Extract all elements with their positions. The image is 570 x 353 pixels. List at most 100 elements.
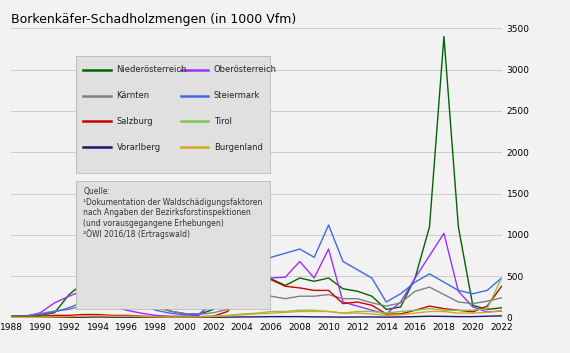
Salzburg: [311, 288, 317, 293]
Oberösterreich: [469, 305, 476, 309]
Text: Vorarlberg: Vorarlberg: [116, 143, 161, 152]
Tirol: [296, 308, 303, 312]
Vorarlberg: [426, 314, 433, 318]
Oberösterreich: [383, 312, 390, 316]
Vorarlberg: [152, 315, 159, 319]
Niederösterreich: [441, 34, 447, 38]
Vorarlberg: [80, 315, 87, 319]
Vorarlberg: [455, 315, 462, 319]
Salzburg: [181, 315, 188, 319]
Oberösterreich: [37, 311, 44, 315]
Oberösterreich: [123, 308, 130, 312]
Vorarlberg: [311, 315, 317, 319]
Oberösterreich: [311, 276, 317, 280]
Tirol: [210, 314, 217, 318]
Niederösterreich: [80, 281, 87, 285]
Kärnten: [412, 289, 418, 293]
Vorarlberg: [412, 315, 418, 319]
Salzburg: [8, 315, 15, 319]
Niederösterreich: [210, 307, 217, 312]
Oberösterreich: [80, 288, 87, 293]
Tirol: [8, 315, 15, 319]
Niederösterreich: [455, 225, 462, 229]
Steiermark: [66, 306, 72, 310]
Steiermark: [210, 301, 217, 306]
Salzburg: [66, 313, 72, 317]
Kärnten: [455, 300, 462, 304]
Burgenland: [22, 316, 29, 320]
Tirol: [239, 312, 246, 316]
Steiermark: [412, 280, 418, 284]
Burgenland: [340, 311, 347, 315]
Steiermark: [325, 223, 332, 227]
Burgenland: [166, 315, 173, 319]
Salzburg: [484, 304, 491, 308]
Kärnten: [354, 297, 361, 301]
Steiermark: [109, 298, 116, 303]
Burgenland: [80, 314, 87, 318]
Burgenland: [66, 315, 72, 319]
Kärnten: [152, 306, 159, 310]
Oberösterreich: [340, 300, 347, 304]
Vorarlberg: [296, 315, 303, 319]
Burgenland: [8, 316, 15, 320]
Steiermark: [484, 288, 491, 293]
Steiermark: [196, 312, 202, 316]
Kärnten: [296, 294, 303, 298]
Salzburg: [253, 268, 260, 272]
Line: Salzburg: Salzburg: [11, 270, 502, 317]
Vorarlberg: [95, 315, 101, 319]
Niederösterreich: [196, 312, 202, 317]
Line: Vorarlberg: Vorarlberg: [11, 316, 502, 318]
Oberösterreich: [224, 286, 231, 290]
Burgenland: [397, 313, 404, 317]
Kärnten: [484, 299, 491, 303]
Oberösterreich: [138, 311, 145, 315]
Tirol: [80, 315, 87, 319]
Niederösterreich: [368, 294, 375, 298]
Burgenland: [267, 311, 274, 315]
Salzburg: [498, 284, 505, 288]
Vorarlberg: [239, 315, 246, 319]
Steiermark: [498, 276, 505, 280]
Kärnten: [282, 297, 289, 301]
Burgenland: [181, 315, 188, 319]
Burgenland: [138, 315, 145, 319]
Steiermark: [383, 300, 390, 304]
Kärnten: [8, 315, 15, 319]
Tirol: [340, 311, 347, 315]
Steiermark: [426, 272, 433, 276]
Oberösterreich: [441, 231, 447, 235]
Tirol: [311, 308, 317, 312]
Kärnten: [37, 311, 44, 316]
Vorarlberg: [37, 315, 44, 319]
Burgenland: [469, 311, 476, 315]
Line: Tirol: Tirol: [11, 278, 502, 317]
Oberösterreich: [22, 314, 29, 318]
Salzburg: [412, 308, 418, 312]
Niederösterreich: [412, 276, 418, 280]
Text: Kärnten: Kärnten: [116, 91, 149, 100]
Line: Niederösterreich: Niederösterreich: [11, 36, 502, 316]
Vorarlberg: [397, 315, 404, 319]
Salzburg: [441, 306, 447, 311]
Kärnten: [80, 303, 87, 307]
Oberösterreich: [426, 253, 433, 258]
Salzburg: [354, 300, 361, 304]
Salzburg: [196, 315, 202, 319]
Burgenland: [368, 312, 375, 316]
Line: Oberösterreich: Oberösterreich: [11, 233, 502, 317]
Oberösterreich: [166, 314, 173, 318]
Burgenland: [239, 313, 246, 317]
Burgenland: [498, 309, 505, 313]
Text: Tirol: Tirol: [214, 117, 231, 126]
Tirol: [368, 309, 375, 313]
Salzburg: [455, 308, 462, 312]
Kärnten: [166, 309, 173, 313]
Salzburg: [138, 314, 145, 318]
Steiermark: [80, 300, 87, 304]
Steiermark: [340, 259, 347, 264]
Salzburg: [123, 313, 130, 317]
Tirol: [166, 315, 173, 319]
Niederösterreich: [37, 313, 44, 317]
